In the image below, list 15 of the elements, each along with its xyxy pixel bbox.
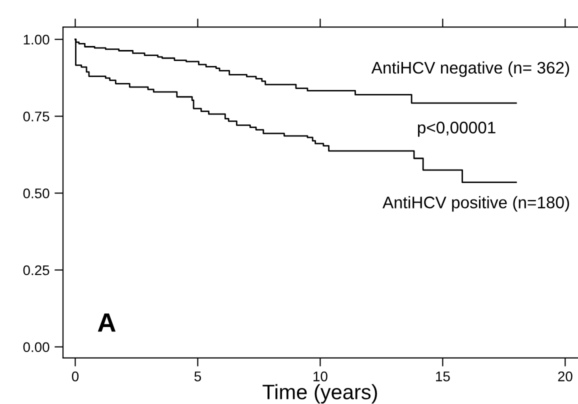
x-tick-label: 0	[72, 372, 79, 382]
x-tick-label: 5	[194, 372, 202, 382]
y-tick-label: 0.75	[23, 112, 50, 122]
x-tick-label: 20	[558, 372, 572, 382]
x-axis-title: Time (years)	[262, 384, 377, 404]
annotation: A	[98, 314, 116, 332]
y-tick-label: 0.00	[23, 342, 50, 352]
annotation: p<0,00001	[418, 122, 496, 137]
x-tick-label: 10	[314, 372, 328, 382]
y-tick-label: 1.00	[24, 34, 50, 45]
x-tick-label: 15	[436, 372, 450, 382]
series-label: AntiHCV positive (n=180)	[382, 196, 570, 212]
series-label: AntiHCV negative (n= 362)	[371, 61, 570, 77]
y-tick-label: 0.50	[23, 188, 50, 198]
y-tick-label: 0.25	[23, 265, 50, 276]
